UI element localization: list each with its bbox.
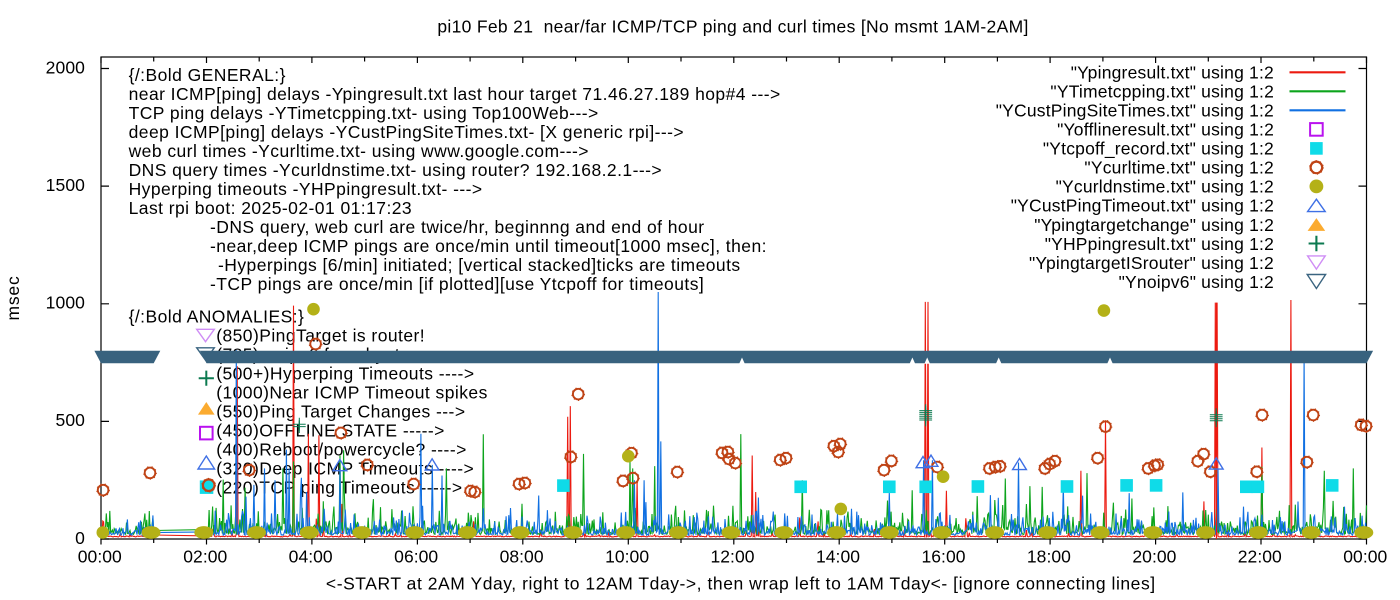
svg-text:20:00: 20:00 (1132, 547, 1176, 567)
svg-text:1500: 1500 (46, 175, 85, 195)
svg-text:web curl times -Ycurltime.txt-: web curl times -Ycurltime.txt- using www… (128, 141, 589, 161)
svg-text:pi10 Feb 21 near/far ICMP/TCP: pi10 Feb 21 near/far ICMP/TCP ping and c… (437, 17, 1028, 37)
svg-text:(500+)Hyperping Timeouts ---->: (500+)Hyperping Timeouts ----> (216, 364, 474, 384)
svg-text:"Yofflineresult.txt" using 1:2: "Yofflineresult.txt" using 1:2 (1057, 120, 1274, 140)
svg-text:Last rpi boot: 2025-02-01 01:1: Last rpi boot: 2025-02-01 01:17:23 (129, 198, 413, 218)
svg-text:"YCustPingTimeout.txt" using 1: "YCustPingTimeout.txt" using 1:2 (1011, 196, 1274, 216)
svg-text:deep ICMP[ping] delays -YCustP: deep ICMP[ping] delays -YCustPingSiteTim… (129, 122, 685, 142)
svg-text:-TCP pings are once/min [if pl: -TCP pings are once/min [if plotted][use… (210, 274, 704, 294)
svg-text:near ICMP[ping] delays -Ypingr: near ICMP[ping] delays -Ypingresult.txt … (129, 84, 781, 104)
svg-text:(400)Reboot/powercycle? ---->: (400)Reboot/powercycle? ----> (216, 440, 467, 460)
svg-text:"Ytcpoff_record.txt" using 1:2: "Ytcpoff_record.txt" using 1:2 (1043, 139, 1274, 160)
svg-text:"YTimetcpping.txt" using 1:2: "YTimetcpping.txt" using 1:2 (1050, 82, 1274, 102)
svg-text:14:00: 14:00 (816, 547, 860, 567)
svg-text:0: 0 (75, 528, 85, 548)
svg-text:(550)Ping Target Changes --->: (550)Ping Target Changes ---> (216, 402, 465, 422)
svg-text:02:00: 02:00 (183, 547, 227, 567)
svg-text:(1000)Near ICMP Timeout spikes: (1000)Near ICMP Timeout spikes (216, 383, 488, 403)
svg-text:16:00: 16:00 (921, 547, 965, 567)
svg-text:"Ycurltime.txt" using 1:2: "Ycurltime.txt" using 1:2 (1084, 158, 1274, 178)
svg-text:18:00: 18:00 (1027, 547, 1071, 567)
svg-text:Hyperping timeouts -YHPpingres: Hyperping timeouts -YHPpingresult.txt- -… (129, 179, 483, 199)
svg-text:-Hyperpings [6/min] initiated;: -Hyperpings [6/min] initiated; [vertical… (218, 255, 741, 275)
svg-text:"YHPpingresult.txt" using 1:2: "YHPpingresult.txt" using 1:2 (1045, 234, 1274, 254)
svg-text:04:00: 04:00 (289, 547, 333, 567)
svg-text:msec: msec (3, 275, 23, 320)
svg-text:-DNS query, web curl are twice: -DNS query, web curl are twice/hr, begin… (210, 217, 705, 237)
svg-text:22:00: 22:00 (1238, 547, 1282, 567)
svg-text:"Ynoipv6" using 1:2: "Ynoipv6" using 1:2 (1119, 272, 1274, 292)
svg-text:"Ypingtargetchange" using 1:2: "Ypingtargetchange" using 1:2 (1034, 215, 1274, 235)
svg-text:2000: 2000 (46, 57, 85, 77)
svg-text:00:00: 00:00 (1343, 547, 1387, 567)
svg-text:06:00: 06:00 (394, 547, 438, 567)
svg-text:TCP ping delays -YTimetcpping.: TCP ping delays -YTimetcpping.txt- using… (129, 103, 599, 123)
svg-text:"YCustPingSiteTimes.txt" using: "YCustPingSiteTimes.txt" using 1:2 (996, 101, 1274, 121)
svg-text:(850)PingTarget is router!: (850)PingTarget is router! (216, 326, 425, 346)
svg-text:12:00: 12:00 (710, 547, 754, 567)
svg-text:DNS query times -Ycurldnstime.: DNS query times -Ycurldnstime.txt- using… (129, 160, 662, 180)
svg-text:-near,deep ICMP pings are once: -near,deep ICMP pings are once/min until… (210, 236, 767, 256)
svg-text:{/:Bold ANOMALIES:}: {/:Bold ANOMALIES:} (129, 307, 305, 327)
svg-text:500: 500 (56, 410, 86, 430)
svg-text:08:00: 08:00 (500, 547, 544, 567)
svg-text:(450)OFFLINE STATE ----->: (450)OFFLINE STATE -----> (216, 421, 445, 441)
svg-text:"Ypingresult.txt" using 1:2: "Ypingresult.txt" using 1:2 (1071, 63, 1274, 83)
svg-text:10:00: 10:00 (605, 547, 649, 567)
svg-text:"YpingtargetISrouter" using 1:: "YpingtargetISrouter" using 1:2 (1029, 253, 1274, 273)
svg-text:{/:Bold GENERAL:}: {/:Bold GENERAL:} (129, 65, 286, 85)
svg-text:<-START at 2AM Yday, right to: <-START at 2AM Yday, right to 12AM Tday-… (326, 574, 1156, 594)
svg-text:00:00: 00:00 (78, 547, 122, 567)
svg-text:"Ycurldnstime.txt" using 1:2: "Ycurldnstime.txt" using 1:2 (1056, 177, 1274, 197)
svg-text:1000: 1000 (46, 293, 85, 313)
